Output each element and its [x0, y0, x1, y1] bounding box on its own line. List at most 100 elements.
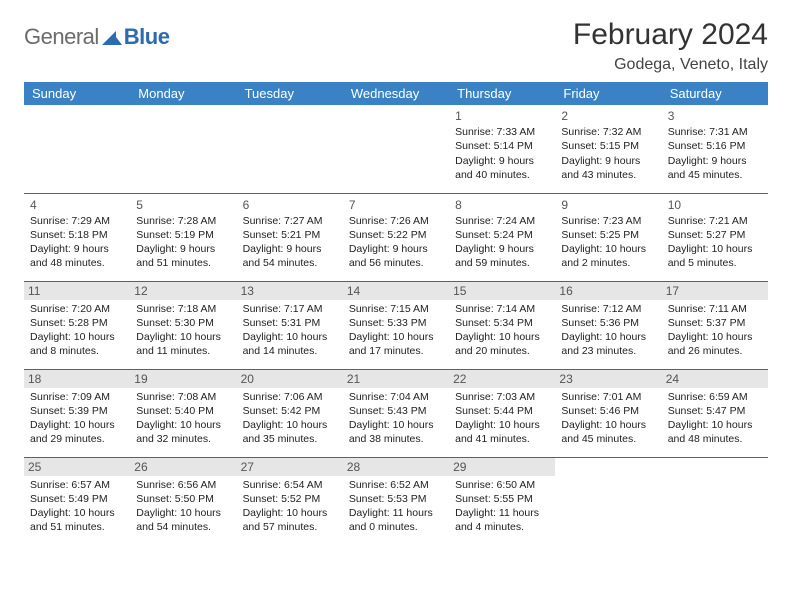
dayname-thu: Thursday	[449, 82, 555, 105]
day-cell: 4Sunrise: 7:29 AMSunset: 5:18 PMDaylight…	[24, 193, 130, 281]
sunrise: Sunrise: 7:18 AM	[136, 302, 230, 316]
sunset: Sunset: 5:43 PM	[349, 404, 443, 418]
week-row: 4Sunrise: 7:29 AMSunset: 5:18 PMDaylight…	[24, 193, 768, 281]
day-number: 22	[449, 370, 555, 388]
day-cell	[24, 105, 130, 193]
day-number: 14	[343, 282, 449, 300]
sunrise: Sunrise: 7:15 AM	[349, 302, 443, 316]
sunrise: Sunrise: 6:57 AM	[30, 478, 124, 492]
day-details: Sunrise: 7:20 AMSunset: 5:28 PMDaylight:…	[30, 302, 124, 359]
sunrise: Sunrise: 7:23 AM	[561, 214, 655, 228]
daylight: Daylight: 9 hours and 48 minutes.	[30, 242, 124, 270]
day-cell: 8Sunrise: 7:24 AMSunset: 5:24 PMDaylight…	[449, 193, 555, 281]
day-details: Sunrise: 7:27 AMSunset: 5:21 PMDaylight:…	[243, 214, 337, 271]
day-number: 7	[349, 197, 443, 213]
day-cell: 7Sunrise: 7:26 AMSunset: 5:22 PMDaylight…	[343, 193, 449, 281]
sunset: Sunset: 5:39 PM	[30, 404, 124, 418]
day-header-row: Sunday Monday Tuesday Wednesday Thursday…	[24, 82, 768, 105]
day-cell: 6Sunrise: 7:27 AMSunset: 5:21 PMDaylight…	[237, 193, 343, 281]
day-cell: 9Sunrise: 7:23 AMSunset: 5:25 PMDaylight…	[555, 193, 661, 281]
day-details: Sunrise: 6:50 AMSunset: 5:55 PMDaylight:…	[455, 478, 549, 535]
title-block: February 2024 Godega, Veneto, Italy	[573, 18, 768, 74]
sunset: Sunset: 5:47 PM	[668, 404, 762, 418]
day-cell: 29 Sunrise: 6:50 AMSunset: 5:55 PMDayligh…	[449, 457, 555, 545]
day-number: 11	[24, 282, 130, 300]
day-details: Sunrise: 6:56 AMSunset: 5:50 PMDaylight:…	[136, 478, 230, 535]
sunset: Sunset: 5:52 PM	[243, 492, 337, 506]
day-cell: 2Sunrise: 7:32 AMSunset: 5:15 PMDaylight…	[555, 105, 661, 193]
daylight: Daylight: 10 hours and 35 minutes.	[243, 418, 337, 446]
day-cell: 20Sunrise: 7:06 AMSunset: 5:42 PMDayligh…	[237, 369, 343, 457]
day-number: 19	[130, 370, 236, 388]
day-details: Sunrise: 7:12 AMSunset: 5:36 PMDaylight:…	[561, 302, 655, 359]
daylight: Daylight: 10 hours and 23 minutes.	[561, 330, 655, 358]
day-cell: 12Sunrise: 7:18 AMSunset: 5:30 PMDayligh…	[130, 281, 236, 369]
week-row: 25Sunrise: 6:57 AMSunset: 5:49 PMDayligh…	[24, 457, 768, 545]
day-number: 18	[24, 370, 130, 388]
dayname-sun: Sunday	[24, 82, 130, 105]
sunset: Sunset: 5:16 PM	[668, 139, 762, 153]
day-details: Sunrise: 7:01 AMSunset: 5:46 PMDaylight:…	[561, 390, 655, 447]
dayname-wed: Wednesday	[343, 82, 449, 105]
day-details: Sunrise: 7:31 AMSunset: 5:16 PMDaylight:…	[668, 125, 762, 182]
day-cell: 23Sunrise: 7:01 AMSunset: 5:46 PMDayligh…	[555, 369, 661, 457]
day-cell: 1Sunrise: 7:33 AMSunset: 5:14 PMDaylight…	[449, 105, 555, 193]
day-cell: 3Sunrise: 7:31 AMSunset: 5:16 PMDaylight…	[662, 105, 768, 193]
sunset: Sunset: 5:19 PM	[136, 228, 230, 242]
day-number: 15	[449, 282, 555, 300]
logo-text-1: General	[24, 24, 99, 50]
daylight: Daylight: 10 hours and 54 minutes.	[136, 506, 230, 534]
logo: General Blue	[24, 18, 169, 50]
day-number: 13	[237, 282, 343, 300]
daylight: Daylight: 10 hours and 48 minutes.	[668, 418, 762, 446]
day-cell: 19Sunrise: 7:08 AMSunset: 5:40 PMDayligh…	[130, 369, 236, 457]
sunset: Sunset: 5:28 PM	[30, 316, 124, 330]
day-details: Sunrise: 6:57 AMSunset: 5:49 PMDaylight:…	[30, 478, 124, 535]
sunset: Sunset: 5:21 PM	[243, 228, 337, 242]
day-details: Sunrise: 7:23 AMSunset: 5:25 PMDaylight:…	[561, 214, 655, 271]
day-details: Sunrise: 7:09 AMSunset: 5:39 PMDaylight:…	[30, 390, 124, 447]
sunset: Sunset: 5:53 PM	[349, 492, 443, 506]
sunrise: Sunrise: 7:14 AM	[455, 302, 549, 316]
sunset: Sunset: 5:14 PM	[455, 139, 549, 153]
logo-text-2: Blue	[124, 24, 170, 50]
day-number: 10	[668, 197, 762, 213]
sunrise: Sunrise: 7:27 AM	[243, 214, 337, 228]
daylight: Daylight: 9 hours and 45 minutes.	[668, 154, 762, 182]
sunrise: Sunrise: 7:32 AM	[561, 125, 655, 139]
day-cell	[130, 105, 236, 193]
daylight: Daylight: 10 hours and 14 minutes.	[243, 330, 337, 358]
daylight: Daylight: 10 hours and 45 minutes.	[561, 418, 655, 446]
dayname-mon: Monday	[130, 82, 236, 105]
daylight: Daylight: 10 hours and 26 minutes.	[668, 330, 762, 358]
day-number: 1	[455, 108, 549, 124]
day-number: 20	[237, 370, 343, 388]
day-number: 12	[130, 282, 236, 300]
daylight: Daylight: 9 hours and 51 minutes.	[136, 242, 230, 270]
daylight: Daylight: 9 hours and 59 minutes.	[455, 242, 549, 270]
day-number: 21	[343, 370, 449, 388]
daylight: Daylight: 10 hours and 41 minutes.	[455, 418, 549, 446]
day-cell: 14Sunrise: 7:15 AMSunset: 5:33 PMDayligh…	[343, 281, 449, 369]
daylight: Daylight: 10 hours and 57 minutes.	[243, 506, 337, 534]
week-row: 1Sunrise: 7:33 AMSunset: 5:14 PMDaylight…	[24, 105, 768, 193]
day-number: 17	[662, 282, 768, 300]
daylight: Daylight: 9 hours and 56 minutes.	[349, 242, 443, 270]
daylight: Daylight: 9 hours and 54 minutes.	[243, 242, 337, 270]
daylight: Daylight: 10 hours and 17 minutes.	[349, 330, 443, 358]
day-number: 29	[449, 458, 555, 476]
month-title: February 2024	[573, 18, 768, 52]
daylight: Daylight: 10 hours and 20 minutes.	[455, 330, 549, 358]
sunset: Sunset: 5:42 PM	[243, 404, 337, 418]
sunrise: Sunrise: 7:09 AM	[30, 390, 124, 404]
day-details: Sunrise: 7:26 AMSunset: 5:22 PMDaylight:…	[349, 214, 443, 271]
day-details: Sunrise: 7:32 AMSunset: 5:15 PMDaylight:…	[561, 125, 655, 182]
day-cell	[237, 105, 343, 193]
sunrise: Sunrise: 7:08 AM	[136, 390, 230, 404]
day-cell: 5Sunrise: 7:28 AMSunset: 5:19 PMDaylight…	[130, 193, 236, 281]
sunrise: Sunrise: 7:03 AM	[455, 390, 549, 404]
day-details: Sunrise: 7:29 AMSunset: 5:18 PMDaylight:…	[30, 214, 124, 271]
day-details: Sunrise: 7:11 AMSunset: 5:37 PMDaylight:…	[668, 302, 762, 359]
location: Godega, Veneto, Italy	[573, 56, 768, 74]
sunrise: Sunrise: 7:29 AM	[30, 214, 124, 228]
